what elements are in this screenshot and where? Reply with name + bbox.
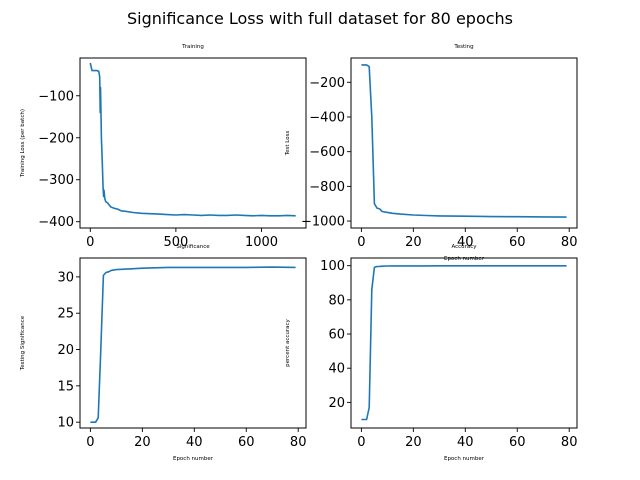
significance-x-tick-label: 40 [186, 435, 203, 450]
accuracy-x-tick-label: 40 [457, 435, 474, 450]
testing-plot-frame [350, 57, 578, 229]
training-x-tick-label: 1000 [245, 235, 278, 250]
training-x-tick-label: 500 [163, 235, 188, 250]
accuracy-y-tick-label: 100 [320, 259, 345, 274]
accuracy-plot-frame [350, 257, 578, 429]
testing-y-tick-label: −200 [309, 76, 345, 91]
testing-y-tick-label: −1000 [301, 215, 345, 230]
significance-y-tick-label: 20 [57, 343, 74, 358]
significance-x-tick-label: 20 [134, 435, 151, 450]
significance-chart-title: Significance [176, 244, 210, 250]
significance-y-tick-label: 25 [57, 307, 74, 322]
testing-y-tick-label: −400 [309, 110, 345, 125]
accuracy-y-axis-label: percent accuracy [285, 318, 291, 366]
significance-x-tick-label: 80 [290, 435, 307, 450]
significance-x-tick-label: 60 [238, 435, 255, 450]
significance-axes: 0 20 40 60 80 10 15 20 25 30 Significance Epoch num… [20, 244, 307, 462]
testing-x-tick-label: 0 [357, 235, 365, 250]
accuracy-x-tick-label: 60 [509, 435, 526, 450]
training-axes: 0 500 1000 −400 −300 −200 −100 Training Training… [20, 44, 307, 250]
training-chart-title: Training [181, 44, 204, 50]
training-x-tick-label: 0 [86, 235, 94, 250]
testing-y-tick-label: −800 [309, 180, 345, 195]
accuracy-y-tick-label: 40 [328, 362, 345, 377]
testing-x-tick-label: 20 [405, 235, 422, 250]
testing-axes: 0 20 40 60 80 −1000 −800 −600 −400 −200 Testing Epo… [285, 44, 578, 262]
figure-title: Significance Loss with full dataset for … [127, 9, 513, 28]
testing-x-tick-label: 80 [561, 235, 578, 250]
significance-x-axis-label: Epoch number [173, 456, 214, 462]
training-y-tick-label: −100 [38, 89, 74, 104]
axes-grid: 0 500 1000−400−300−200−100TrainingTraining… [20, 44, 578, 462]
testing-chart-title: Testing [453, 44, 473, 50]
accuracy-chart-title: Accuracy [451, 244, 477, 250]
training-y-axis-label: Training Loss (per batch) [20, 109, 26, 178]
training-plot-frame [79, 57, 307, 229]
training-y-tick-label: −400 [38, 215, 74, 230]
testing-y-axis-label: Test Loss [285, 131, 291, 157]
significance-plot-frame [79, 257, 307, 429]
significance-y-axis-label: Testing Significance [20, 315, 26, 371]
testing-series-line [361, 64, 567, 218]
significance-y-tick-label: 10 [57, 416, 74, 431]
significance-y-tick-label: 15 [57, 379, 74, 394]
significance-y-tick-label: 30 [57, 270, 74, 285]
testing-y-tick-label: −600 [309, 145, 345, 160]
training-y-tick-label: −200 [38, 131, 74, 146]
training-series-line [89, 62, 296, 217]
training-y-tick-label: −300 [38, 173, 74, 188]
accuracy-x-tick-label: 0 [357, 435, 365, 450]
significance-series-line [90, 266, 296, 424]
testing-x-tick-label: 40 [457, 235, 474, 250]
accuracy-y-tick-label: 80 [328, 293, 345, 308]
accuracy-series-line [361, 264, 567, 421]
accuracy-x-tick-label: 20 [405, 435, 422, 450]
accuracy-x-axis-label: Epoch number [444, 456, 485, 462]
accuracy-y-tick-label: 20 [328, 396, 345, 411]
accuracy-axes: 0 20 40 60 80 20 40 60 80 100 Accuracy Epoch number… [285, 244, 578, 462]
significance-x-tick-label: 0 [86, 435, 94, 450]
testing-x-axis-label: Epoch number [444, 256, 485, 262]
accuracy-y-tick-label: 60 [328, 328, 345, 343]
testing-x-tick-label: 60 [509, 235, 526, 250]
accuracy-x-tick-label: 80 [561, 435, 578, 450]
